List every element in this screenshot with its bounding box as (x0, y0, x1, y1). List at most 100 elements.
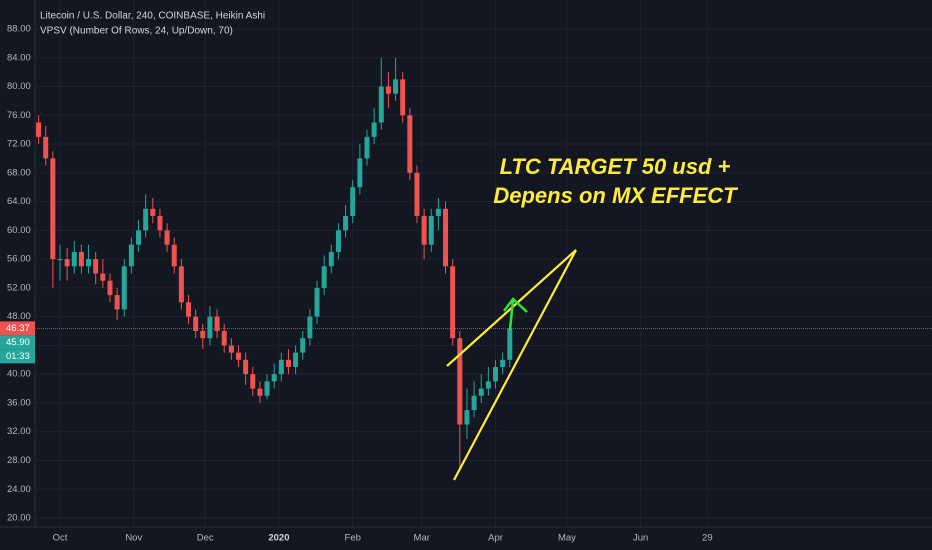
x-tick-label: Feb (345, 533, 361, 544)
countdown-box (0, 349, 35, 364)
y-tick-label: 60.00 (7, 225, 31, 236)
candle-body (478, 388, 484, 396)
candle-body (414, 172, 420, 216)
candle-body (507, 328, 513, 360)
candle-body (385, 86, 391, 94)
chart-subtitle: VPSV (Number Of Rows, 24, Up/Down, 70) (40, 26, 233, 37)
candle-body (57, 259, 63, 261)
candle-body (257, 388, 263, 396)
candle-body (443, 208, 449, 267)
y-tick-label: 56.00 (7, 254, 31, 265)
candle-body (485, 381, 491, 389)
y-tick-label: 20.00 (7, 513, 31, 524)
candle-body (136, 230, 142, 245)
candle-body (364, 136, 370, 159)
x-tick-label: Oct (53, 533, 68, 544)
candle-body (314, 287, 320, 317)
candle-body (335, 230, 341, 252)
candle-body (150, 208, 156, 216)
x-tick-label: Jun (633, 533, 648, 544)
y-tick-label: 24.00 (7, 484, 31, 495)
countdown: 01:33 (6, 351, 30, 362)
y-tick-label: 36.00 (7, 397, 31, 408)
candle-body (493, 366, 499, 382)
candle-body (471, 395, 477, 411)
candle-body (221, 331, 227, 346)
candle-body (400, 79, 406, 116)
y-tick-label: 76.00 (7, 110, 31, 121)
candle-body (328, 251, 334, 267)
x-tick-label: Dec (197, 533, 214, 544)
y-tick-label: 48.00 (7, 311, 31, 322)
candle-body (171, 244, 177, 267)
y-tick-label: 52.00 (7, 282, 31, 293)
candle-body (450, 266, 456, 339)
candle-body (285, 359, 291, 367)
candle-body (343, 215, 349, 231)
candle-body (264, 381, 270, 396)
y-tick-label: 32.00 (7, 426, 31, 437)
candle-body (350, 187, 356, 216)
y-tick-label: 68.00 (7, 167, 31, 178)
x-tick-label: May (558, 533, 576, 544)
candle-body (500, 359, 506, 367)
price-label: 45.90 (6, 337, 30, 348)
arrow (503, 297, 528, 331)
annotation: LTC TARGET 50 usd + (500, 154, 731, 179)
candle-body (86, 259, 92, 267)
grid (35, 0, 932, 527)
x-tick-label: Nov (125, 533, 142, 544)
candle-body (307, 316, 313, 339)
y-tick-label: 72.00 (7, 139, 31, 150)
candle-body (193, 316, 199, 332)
y-tick-label: 28.00 (7, 455, 31, 466)
candle-body (78, 251, 84, 267)
y-tick-label: 64.00 (7, 196, 31, 207)
axis-labels: 20.0024.0028.0032.0036.0040.0044.0048.00… (0, 23, 713, 544)
candle-body (164, 230, 170, 245)
candle-body (435, 208, 441, 216)
candle-body (464, 410, 470, 425)
chart-title: Litecoin / U.S. Dollar, 240, COINBASE, H… (40, 11, 265, 22)
candle-body (357, 158, 363, 188)
x-tick-label: 2020 (268, 533, 289, 544)
x-tick-label: Apr (488, 533, 503, 544)
candle-body (107, 280, 113, 296)
y-tick-label: 40.00 (7, 369, 31, 380)
candle-body (235, 352, 241, 360)
candle-body (300, 338, 306, 353)
candle-body (250, 374, 256, 389)
candle-body (50, 158, 56, 260)
candle-body (378, 86, 384, 123)
candle-body (428, 215, 434, 245)
candle-body (186, 302, 192, 317)
candle-body (393, 79, 399, 94)
candle-body (457, 338, 463, 425)
candle-body (214, 316, 220, 332)
candle-body (157, 215, 163, 231)
x-tick-label: 29 (702, 533, 713, 544)
candle-body (64, 259, 70, 267)
candle-body (93, 259, 99, 274)
y-tick-label: 84.00 (7, 52, 31, 63)
candle-body (421, 215, 427, 245)
candle-body (200, 331, 206, 339)
annotation: Depens on MX EFFECT (493, 183, 738, 208)
candle-body (271, 374, 277, 382)
candle-body (243, 359, 249, 375)
candle-body (43, 136, 49, 159)
y-tick-label: 88.00 (7, 23, 31, 34)
candle-body (100, 273, 106, 281)
candle-body (228, 345, 234, 353)
price-label: 46.37 (6, 323, 30, 334)
candle-body (71, 251, 77, 267)
candle-body (293, 352, 299, 367)
price-label-box (0, 321, 35, 336)
candle-body (278, 359, 284, 375)
candles (35, 57, 932, 468)
candle-body (321, 266, 327, 288)
candle-body (207, 316, 213, 339)
candle-body (143, 208, 149, 231)
